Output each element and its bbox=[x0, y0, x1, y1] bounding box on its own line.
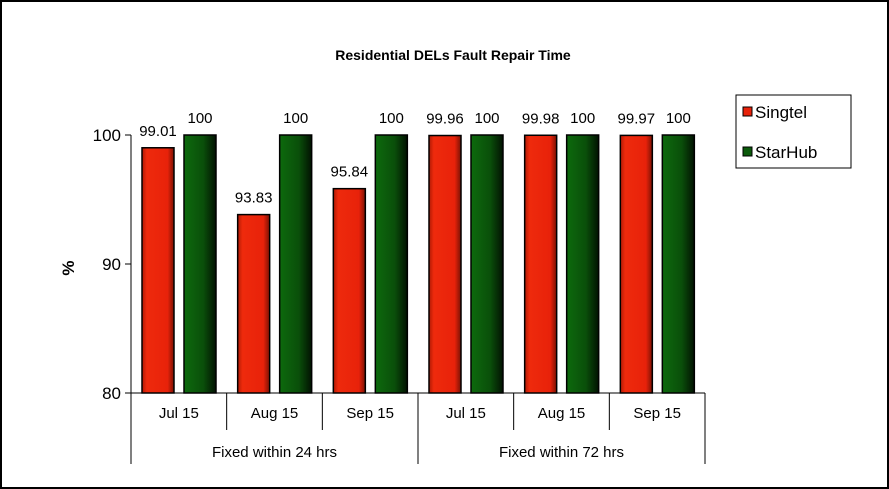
chart-title: Residential DELs Fault Repair Time bbox=[335, 47, 571, 63]
bar-starhub bbox=[565, 134, 600, 394]
bar-starhub bbox=[278, 134, 313, 394]
x-tick-label: Jul 15 bbox=[159, 405, 199, 422]
data-label: 100 bbox=[283, 110, 308, 127]
data-label: 95.84 bbox=[331, 164, 369, 181]
bar-starhub bbox=[470, 134, 504, 394]
data-label: 93.83 bbox=[235, 190, 273, 207]
data-label: 99.96 bbox=[426, 111, 464, 128]
data-label: 99.97 bbox=[618, 110, 656, 127]
data-label: 100 bbox=[666, 110, 691, 127]
legend-swatch-starhub bbox=[742, 146, 753, 157]
data-label: 99.01 bbox=[139, 123, 177, 140]
legend-box bbox=[735, 94, 852, 169]
bar-singtel bbox=[523, 134, 558, 394]
x-tick-label: Aug 15 bbox=[538, 405, 586, 422]
x-tick-label: Sep 15 bbox=[633, 405, 681, 422]
bar-singtel bbox=[332, 187, 367, 394]
bar-singtel bbox=[619, 134, 654, 394]
data-label: 99.98 bbox=[522, 110, 560, 127]
legend-label-starhub: StarHub bbox=[755, 143, 817, 162]
bar-starhub bbox=[183, 134, 217, 394]
y-tick-label: 100 bbox=[93, 126, 121, 145]
bar-starhub bbox=[374, 134, 409, 394]
y-tick-label: 80 bbox=[102, 384, 121, 403]
bar-singtel bbox=[141, 147, 175, 394]
legend-label-singtel: Singtel bbox=[755, 103, 807, 122]
x-tick-label: Sep 15 bbox=[346, 405, 394, 422]
data-label: 100 bbox=[570, 110, 595, 127]
y-axis-label: % bbox=[59, 260, 78, 275]
x-tick-label: Jul 15 bbox=[446, 405, 486, 422]
bar-starhub bbox=[661, 134, 696, 394]
data-label: 100 bbox=[379, 110, 404, 127]
data-label: 100 bbox=[187, 110, 212, 127]
data-label: 100 bbox=[474, 110, 499, 127]
bar-singtel bbox=[236, 213, 271, 394]
x-tick-label: Aug 15 bbox=[251, 405, 299, 422]
legend: Singtel StarHub bbox=[735, 94, 852, 169]
bar-singtel bbox=[428, 134, 462, 394]
y-tick-label: 90 bbox=[102, 255, 121, 274]
x-group-label: Fixed within 72 hrs bbox=[499, 444, 624, 461]
legend-swatch-singtel bbox=[742, 106, 753, 117]
x-group-label: Fixed within 24 hrs bbox=[212, 444, 337, 461]
